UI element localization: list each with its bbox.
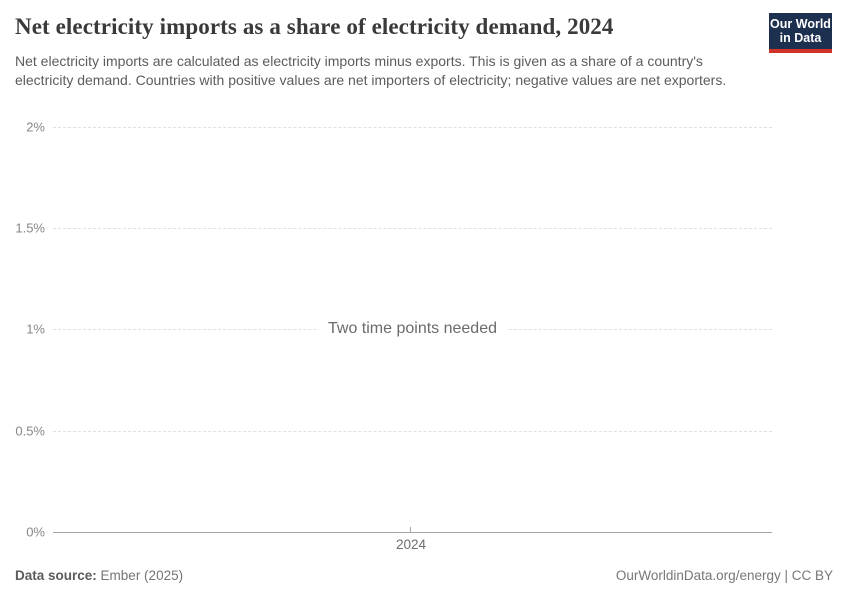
y-axis-tick-label: 2% xyxy=(26,119,45,135)
x-axis-tick-label: 2024 xyxy=(395,537,427,552)
x-axis-line xyxy=(53,532,772,533)
data-source: Data source: Ember (2025) xyxy=(15,568,183,583)
data-source-value: Ember (2025) xyxy=(100,568,184,583)
gridline xyxy=(53,431,772,432)
owid-logo-line1: Our World xyxy=(770,17,831,31)
owid-logo-line2: in Data xyxy=(779,31,822,45)
gridline xyxy=(53,127,772,128)
data-source-label: Data source: xyxy=(15,568,97,583)
gridline xyxy=(53,228,772,229)
y-axis-tick-label: 0% xyxy=(26,524,45,540)
chart-title: Net electricity imports as a share of el… xyxy=(15,14,614,39)
y-axis-tick-label: 1% xyxy=(26,321,45,337)
x-axis-tick-mark xyxy=(410,527,411,532)
chart-subtitle: Net electricity imports are calculated a… xyxy=(15,53,727,88)
y-axis-tick-label: 1.5% xyxy=(15,220,45,236)
owid-logo: Our World in Data xyxy=(769,13,832,53)
chart-footer: Data source: Ember (2025) OurWorldinData… xyxy=(15,568,833,583)
empty-state-message: Two time points needed xyxy=(53,318,772,340)
credit-line: OurWorldinData.org/energy | CC BY xyxy=(615,568,833,583)
y-axis-tick-label: 0.5% xyxy=(15,423,45,439)
